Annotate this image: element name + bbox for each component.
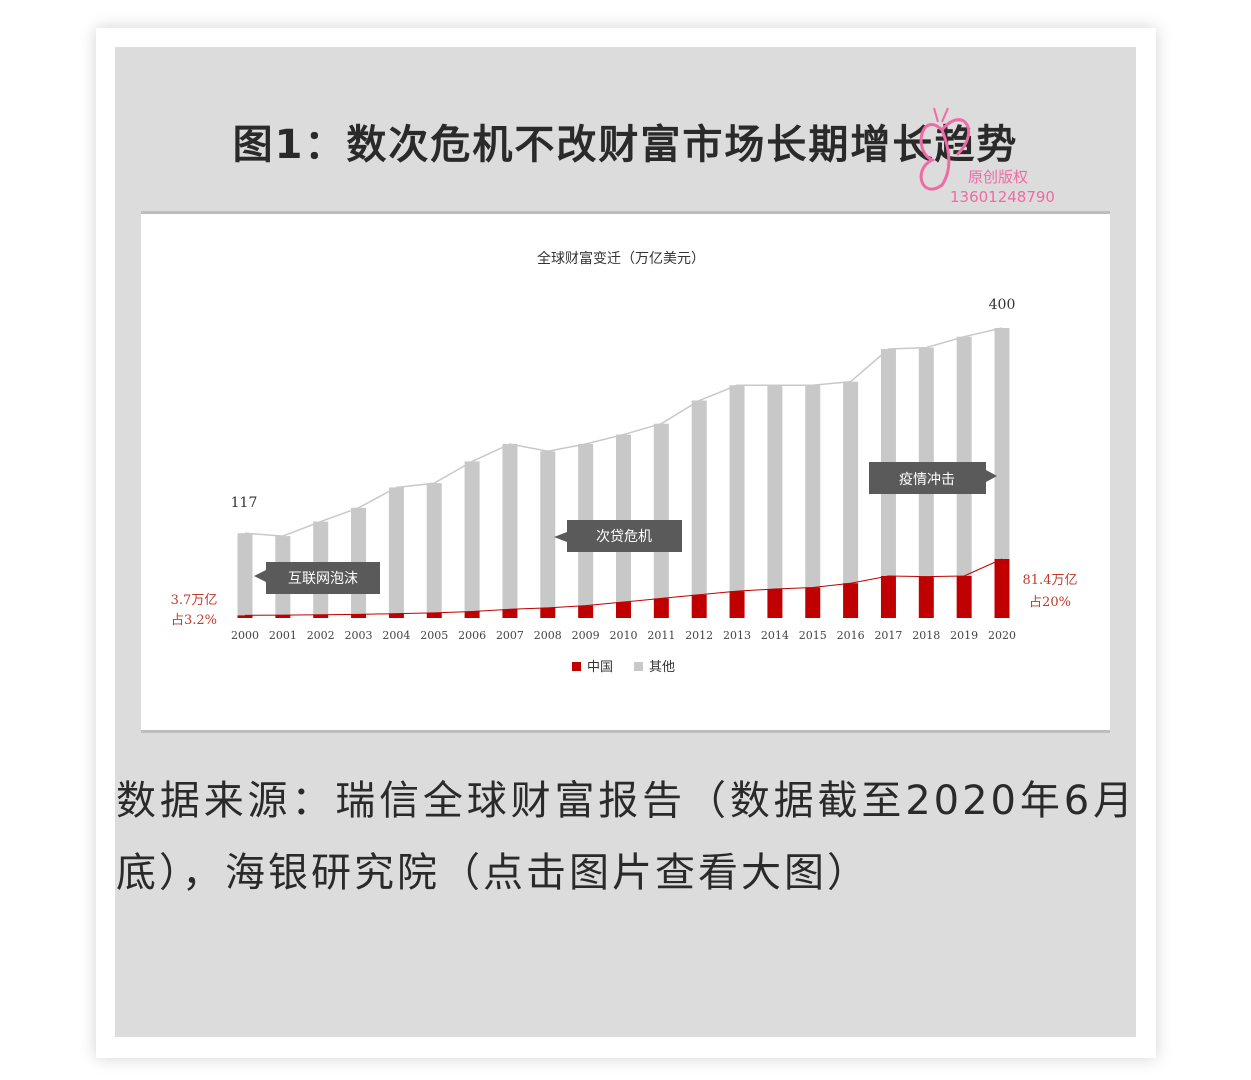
- bar-other-2007: [502, 444, 518, 610]
- label-first-total: 117: [231, 495, 258, 511]
- callout-dotcom-text: 互联网泡沫: [288, 571, 358, 587]
- x-tick-label: 2009: [572, 629, 600, 642]
- annotation-start-share: 占3.2%: [171, 613, 217, 628]
- x-tick-label: 2017: [874, 629, 902, 642]
- bar-china-2017: [880, 575, 896, 618]
- callout-subprime-text: 次贷危机: [596, 529, 652, 545]
- x-tick-label: 2000: [231, 629, 259, 642]
- bar-other-2011: [653, 423, 669, 599]
- bar-other-2019: [956, 336, 972, 576]
- bar-other-2020: [994, 328, 1010, 559]
- bar-other-2014: [767, 385, 783, 589]
- bar-group: [237, 328, 1010, 618]
- bar-other-2003: [351, 507, 367, 615]
- legend-label-other: 其他: [649, 660, 675, 675]
- x-tick-label: 2008: [534, 629, 562, 642]
- legend-label-china: 中国: [587, 660, 613, 675]
- bar-china-2008: [540, 607, 556, 618]
- x-tick-label: 2010: [610, 629, 638, 642]
- bar-other-2012: [691, 400, 707, 595]
- bar-china-2018: [918, 576, 934, 618]
- legend-swatch-other: [634, 662, 643, 671]
- x-tick-label: 2001: [269, 629, 297, 642]
- x-tick-label: 2020: [988, 629, 1016, 642]
- x-tick-label: 2015: [799, 629, 827, 642]
- butterfly-watermark-icon: [919, 107, 971, 191]
- bar-china-2010: [616, 602, 631, 618]
- x-tick-label: 2011: [647, 629, 675, 642]
- callout-subprime: 次贷危机: [554, 520, 682, 552]
- bar-other-2010: [616, 434, 631, 603]
- bar-other-2004: [388, 487, 404, 614]
- x-tick-label: 2013: [723, 629, 751, 642]
- watermark-copyright-text: 原创版权: [968, 168, 1029, 186]
- stacked-bar-chart: 全球财富变迁（万亿美元） 2000 2001 2002 2003 2004 2005 200…: [171, 250, 1078, 675]
- x-tick-label: 2003: [345, 629, 373, 642]
- bar-china-2004: [388, 613, 404, 618]
- bar-china-2001: [275, 615, 291, 618]
- bar-other-2015: [805, 385, 821, 588]
- bar-china-2002: [313, 614, 329, 618]
- bar-china-2005: [426, 612, 442, 618]
- x-tick-label: 2006: [458, 629, 486, 642]
- callout-pandemic: 疫情冲击: [869, 462, 997, 494]
- x-tick-label: 2019: [950, 629, 978, 642]
- bar-other-2013: [729, 385, 745, 592]
- x-tick-label: 2018: [912, 629, 940, 642]
- watermark-phone-text: 13601248790: [950, 188, 1055, 206]
- bar-china-2009: [578, 605, 594, 618]
- x-tick-label: 2016: [837, 629, 865, 642]
- bar-other-2008: [540, 451, 556, 608]
- chart-title: 全球财富变迁（万亿美元）: [537, 250, 705, 267]
- bar-other-2016: [843, 381, 859, 584]
- annotation-start-value: 3.7万亿: [171, 593, 218, 608]
- bar-china-2012: [691, 594, 707, 618]
- source-caption: 数据来源：瑞信全球财富报告（数据截至2020年6月底），海银研究院（点击图片查看…: [116, 778, 1136, 896]
- legend-swatch-china: [572, 662, 581, 671]
- x-tick-label: 2012: [685, 629, 713, 642]
- total-trend-line: [244, 327, 1003, 537]
- x-tick-label: 2007: [496, 629, 524, 642]
- annotation-end-value: 81.4万亿: [1023, 573, 1078, 588]
- bar-china-2020: [994, 558, 1010, 618]
- figure-title: 图1：数次危机不改财富市场长期增长趋势: [232, 122, 1019, 168]
- label-last-total: 400: [989, 297, 1016, 313]
- bar-other-2006: [464, 461, 480, 612]
- bar-china-2000: [237, 615, 253, 618]
- annotation-end-share: 占20%: [1029, 595, 1071, 610]
- bar-china-2007: [502, 609, 518, 618]
- bar-china-2011: [653, 598, 669, 618]
- chart-container: 全球财富变迁（万亿美元） 2000 2001 2002 2003 2004 2005 200…: [141, 211, 1110, 733]
- bar-china-2003: [351, 614, 367, 618]
- bar-china-2014: [767, 589, 783, 618]
- callout-dotcom: 互联网泡沫: [254, 562, 380, 594]
- legend: 中国 其他: [572, 660, 675, 675]
- x-tick-label: 2005: [420, 629, 448, 642]
- bar-china-2013: [729, 591, 745, 618]
- bar-china-2016: [843, 583, 859, 618]
- bar-china-2015: [805, 587, 821, 618]
- x-axis-labels: 2000 2001 2002 2003 2004 2005 2006 2007 2008 2009…: [231, 629, 1016, 642]
- x-tick-label: 2014: [761, 629, 789, 642]
- callout-pandemic-text: 疫情冲击: [899, 472, 955, 488]
- bar-china-2019: [956, 575, 972, 618]
- x-tick-label: 2002: [307, 629, 335, 642]
- x-tick-label: 2004: [382, 629, 410, 642]
- bar-other-2005: [426, 483, 442, 613]
- bar-other-2000: [237, 533, 253, 616]
- china-trend-line: [244, 558, 1003, 616]
- bar-china-2006: [464, 611, 480, 618]
